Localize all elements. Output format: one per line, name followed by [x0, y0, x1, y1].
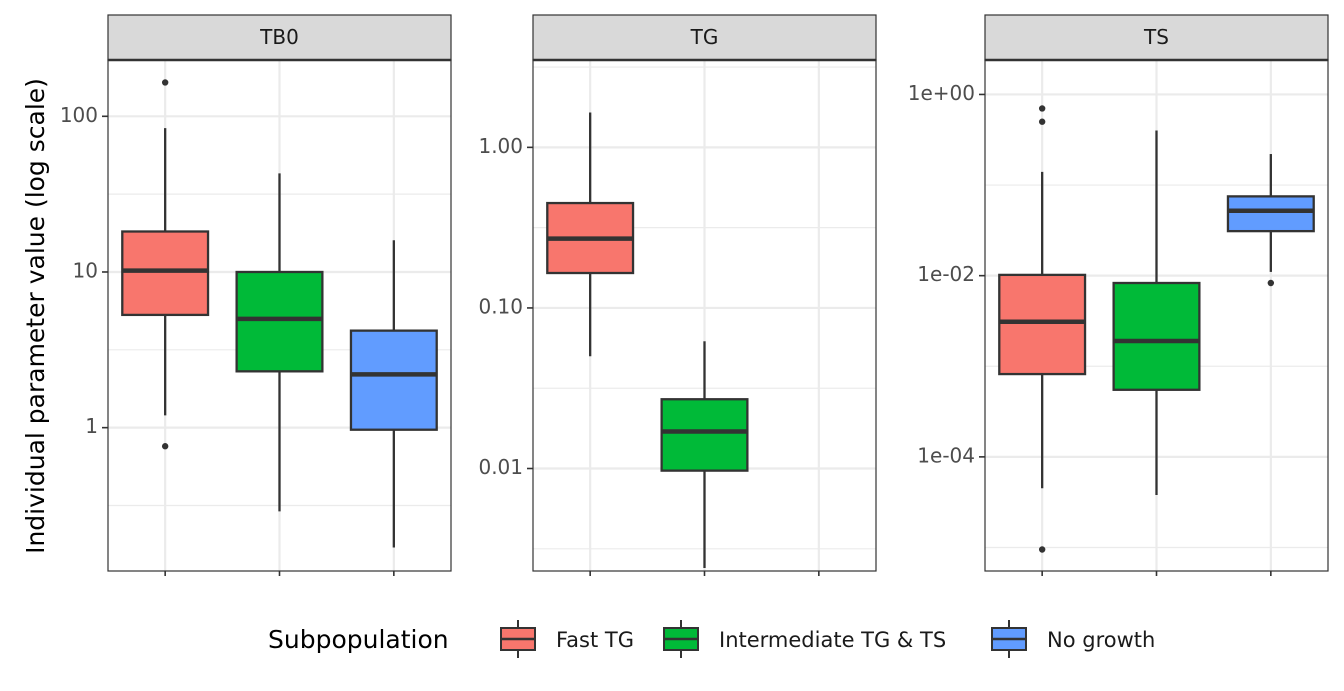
outlier-point — [1267, 279, 1275, 287]
legend-title: Subpopulation — [268, 625, 449, 654]
outlier-point — [1038, 118, 1046, 125]
legend: Subpopulation Fast TG Intermediate TG & T… — [268, 620, 1155, 658]
box-fast-tg — [546, 112, 635, 357]
box-no-growth — [1226, 154, 1315, 287]
strip-background — [107, 14, 452, 61]
y-tick-label: 10 — [73, 258, 98, 282]
panel-tg: TG 0.01 0.10 1.00 — [478, 14, 877, 576]
y-tick-label: 1.00 — [478, 134, 523, 158]
box-iqr — [998, 273, 1087, 376]
y-tick-label: 1e-04 — [917, 443, 975, 467]
outlier-point — [161, 443, 169, 450]
outlier-point — [161, 79, 169, 86]
box-iqr — [1226, 195, 1315, 233]
legend-item-label: No growth — [1047, 628, 1155, 652]
box-no-growth — [349, 240, 438, 548]
strip-label: TS — [1143, 25, 1169, 49]
legend-item-label: Intermediate TG & TS — [719, 628, 946, 652]
y-tick-label: 0.10 — [478, 294, 523, 318]
panels-layer: TB0 1 10 100 TG 0.01 0.10 1.00 TS 1e-04 1e-02 1e+00 — [60, 14, 1329, 576]
box-fast-tg — [121, 79, 210, 450]
panel-tb0: TB0 1 10 100 — [60, 14, 452, 576]
panel-ts: TS 1e-04 1e-02 1e+00 — [908, 14, 1329, 576]
y-tick-label: 100 — [60, 103, 98, 127]
legend-item-label: Fast TG — [556, 628, 634, 652]
strip-background — [984, 14, 1329, 61]
y-tick-label: 1e+00 — [908, 81, 975, 105]
box-fast-tg — [998, 105, 1087, 553]
box-iqr — [1112, 281, 1201, 391]
outlier-point — [1038, 105, 1046, 112]
legend-item-intermediate-tg-ts: Intermediate TG & TS — [663, 620, 946, 658]
box-iqr — [660, 398, 749, 472]
y-tick-label: 0.01 — [478, 455, 523, 479]
y-tick-label: 1 — [85, 414, 98, 438]
y-axis-title: Individual parameter value (log scale) — [21, 78, 50, 554]
strip-label: TB0 — [259, 25, 299, 49]
strip-background — [532, 14, 877, 61]
legend-item-fast-tg: Fast TG — [500, 620, 634, 658]
box-iqr — [235, 270, 324, 373]
box-intermediate-tg-ts — [660, 341, 749, 569]
box-iqr — [349, 329, 438, 431]
box-iqr — [121, 230, 210, 317]
outlier-point — [1038, 546, 1046, 553]
strip-label: TG — [690, 25, 719, 49]
y-tick-label: 1e-02 — [917, 262, 975, 286]
box-intermediate-tg-ts — [235, 173, 324, 512]
legend-item-no-growth: No growth — [991, 620, 1155, 658]
box-intermediate-tg-ts — [1112, 130, 1201, 495]
